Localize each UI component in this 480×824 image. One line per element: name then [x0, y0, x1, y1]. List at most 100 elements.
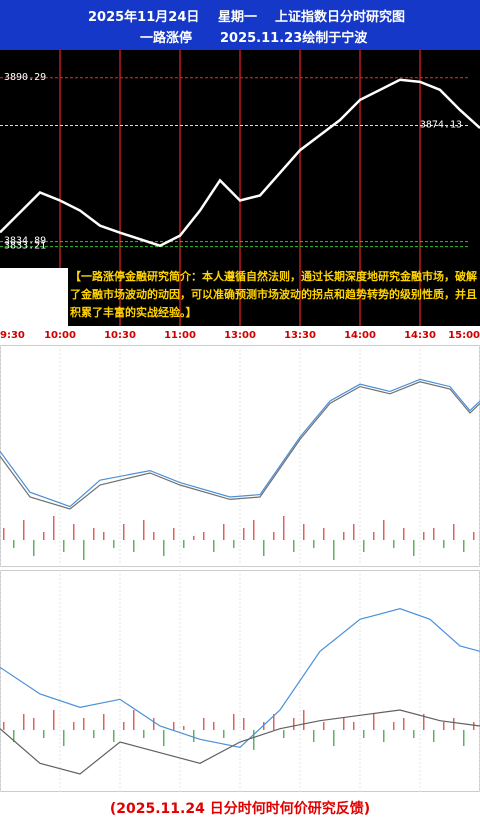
volume-bar — [343, 532, 345, 540]
volume-bar — [163, 730, 165, 746]
volume-bar — [213, 540, 215, 552]
author: 一路涨停 — [140, 31, 193, 46]
main-chart: 9:30 10:00 10:30 11:00 13:00 13:30 14:00 14:30 1… — [0, 50, 480, 344]
volume-bar — [103, 714, 105, 730]
volume-bar — [373, 714, 375, 730]
volume-bar — [263, 540, 265, 556]
volume-bar — [73, 722, 75, 730]
volume-bar — [393, 540, 395, 548]
volume-bar — [183, 726, 185, 730]
level-label: 3834.89 — [4, 236, 46, 247]
volume-bar — [383, 520, 385, 540]
volume-bar — [283, 516, 285, 540]
volume-bar — [23, 714, 25, 730]
volume-bar — [93, 730, 95, 738]
volume-bar — [133, 540, 135, 552]
volume-bar — [83, 718, 85, 730]
sub-chart-2 — [0, 570, 480, 792]
volume-bar — [143, 730, 145, 738]
volume-bar — [413, 730, 415, 738]
level-label: 3890.29 — [4, 72, 46, 83]
volume-bar — [403, 718, 405, 730]
volume-bar — [203, 718, 205, 730]
volume-bar — [103, 532, 105, 540]
volume-bar — [13, 540, 15, 548]
volume-bar — [393, 722, 395, 730]
intro-text: 【一路涨停金融研究简介：本人遵循自然法则，通过长期深度地研究金融市场，破解了金融… — [70, 270, 477, 319]
title: 上证指数日分时研究图 — [275, 10, 406, 25]
volume-bar — [213, 722, 215, 730]
volume-bar — [463, 540, 465, 552]
volume-bar — [113, 730, 115, 742]
volume-bar — [283, 730, 285, 738]
x-tick-label: 14:00 — [344, 330, 376, 341]
volume-bar — [233, 714, 235, 730]
volume-bar — [3, 528, 5, 540]
volume-bar — [473, 722, 475, 730]
x-tick-label: 13:30 — [284, 330, 316, 341]
volume-bar — [333, 540, 335, 560]
volume-bar — [73, 524, 75, 540]
x-tick-label: 10:30 — [104, 330, 136, 341]
volume-bar — [363, 730, 365, 738]
volume-bar — [313, 540, 315, 548]
volume-bar — [253, 730, 255, 750]
volume-bar — [353, 524, 355, 540]
volume-bar — [143, 520, 145, 540]
volume-bar — [63, 540, 65, 552]
price-line — [0, 378, 480, 508]
volume-bar — [193, 536, 195, 540]
volume-bar — [43, 532, 45, 540]
volume-bar — [403, 528, 405, 540]
volume-bar — [123, 524, 125, 540]
sub-chart-1 — [0, 345, 480, 567]
volume-bar — [473, 532, 475, 540]
volume-bar — [83, 540, 85, 560]
volume-bar — [323, 528, 325, 540]
volume-bar — [333, 730, 335, 746]
x-tick-label: 10:00 — [44, 330, 76, 341]
volume-bar — [13, 730, 15, 742]
volume-bar — [223, 730, 225, 738]
volume-bar — [423, 714, 425, 730]
volume-bar — [203, 532, 205, 540]
volume-bar — [63, 730, 65, 746]
footer: (2025.11.24 日分时何时何价研究反馈) — [109, 801, 371, 817]
volume-bar — [123, 722, 125, 730]
volume-bar — [293, 540, 295, 552]
volume-bar — [153, 718, 155, 730]
volume-bar — [443, 722, 445, 730]
x-tick-label: 15:00 — [448, 330, 480, 341]
volume-bar — [303, 524, 305, 540]
volume-bar — [243, 718, 245, 730]
x-tick-label: 11:00 — [164, 330, 196, 341]
volume-bar — [133, 710, 135, 730]
blank-box — [0, 268, 68, 326]
level-label: 3833.21 — [4, 241, 46, 252]
axis-strip — [0, 326, 480, 344]
volume-bar — [463, 730, 465, 746]
volume-bar — [433, 730, 435, 742]
volume-bar — [373, 532, 375, 540]
volume-bar — [113, 540, 115, 548]
volume-bar — [453, 524, 455, 540]
price-line — [0, 381, 480, 510]
volume-bar — [313, 730, 315, 742]
date: 2025年11月24日 — [88, 10, 200, 25]
volume-bar — [223, 524, 225, 540]
volume-bar — [323, 722, 325, 730]
volume-bar — [263, 722, 265, 730]
volume-bar — [173, 528, 175, 540]
volume-bar — [443, 540, 445, 548]
header: 2025年11月24日 星期一 上证指数日分时研究图 一路涨停 2025.11.… — [0, 0, 480, 50]
volume-bar — [423, 532, 425, 540]
price-line — [0, 709, 480, 775]
volume-bar — [273, 714, 275, 730]
volume-bar — [163, 540, 165, 556]
volume-bar — [33, 540, 35, 556]
volume-bar — [293, 718, 295, 730]
weekday: 星期一 — [218, 10, 258, 25]
volume-bar — [93, 528, 95, 540]
volume-bar — [153, 532, 155, 540]
volume-bar — [433, 528, 435, 540]
